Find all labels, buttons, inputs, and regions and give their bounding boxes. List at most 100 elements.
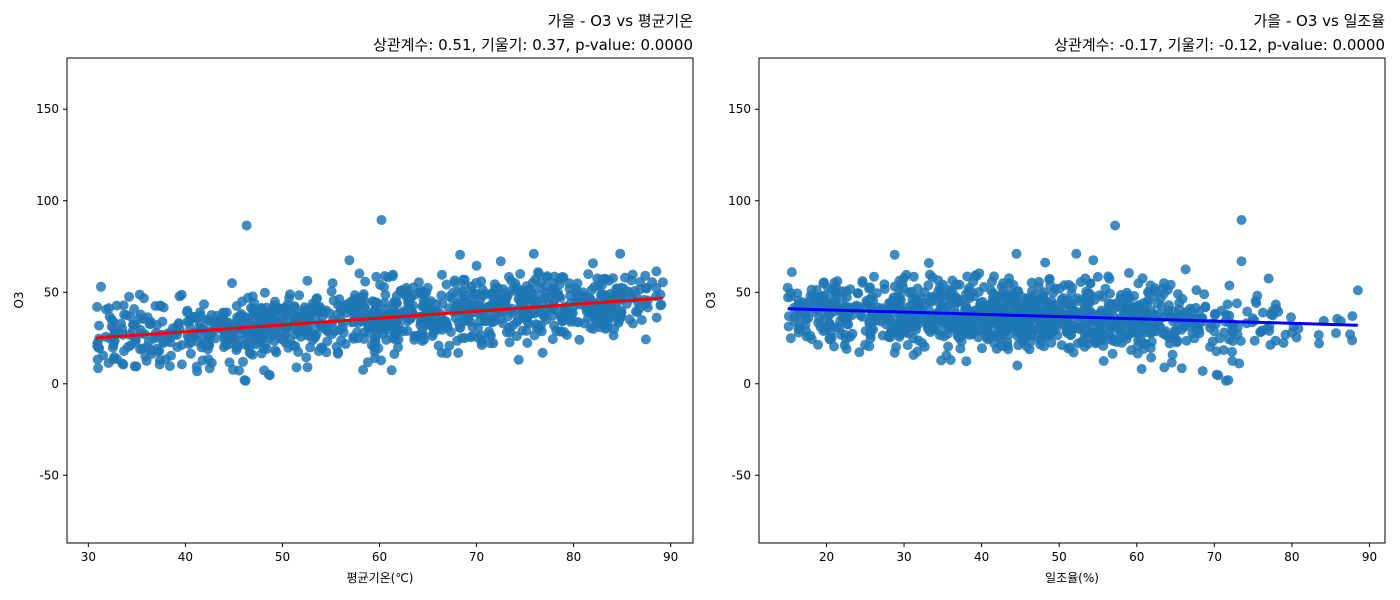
scatter-point — [894, 331, 905, 342]
scatter-point — [1262, 323, 1272, 334]
scatter-point — [865, 282, 875, 293]
scatter-point — [1352, 285, 1363, 296]
scatter-point — [782, 282, 793, 293]
scatter-point — [103, 303, 114, 314]
scatter-point — [1103, 271, 1114, 282]
scatter-point — [135, 313, 146, 324]
scatter-point — [302, 275, 313, 286]
scatter-point — [1039, 287, 1050, 298]
scatter-point — [176, 340, 187, 350]
scatter-point — [961, 356, 972, 367]
left-chart-title-line2: 상관계수: 0.51, 기울기: 0.37, p-value: 0.0000 — [373, 36, 693, 54]
scatter-point — [945, 355, 956, 365]
scatter-point — [936, 297, 947, 308]
scatter-point — [233, 341, 244, 352]
scatter-point — [854, 347, 865, 358]
left-y-axis-ticks: -50 0 50 100 150 — [36, 102, 67, 482]
left-y-axis-label: O3 — [12, 291, 26, 308]
scatter-point — [118, 359, 129, 370]
scatter-point — [588, 323, 599, 334]
scatter-point — [192, 366, 203, 377]
scatter-point — [401, 282, 412, 293]
scatter-point — [1181, 335, 1192, 346]
scatter-point — [533, 267, 544, 278]
scatter-point — [1068, 347, 1079, 358]
scatter-point — [886, 301, 897, 312]
scatter-point — [631, 306, 641, 317]
scatter-point — [199, 299, 209, 310]
scatter-point — [902, 340, 913, 351]
scatter-point — [450, 278, 461, 289]
scatter-point — [589, 313, 600, 324]
scatter-point — [453, 348, 464, 358]
scatter-point — [240, 375, 251, 386]
scatter-point — [92, 340, 103, 351]
scatter-point — [131, 361, 142, 372]
scatter-point — [954, 323, 965, 333]
scatter-point — [294, 290, 305, 301]
scatter-point — [783, 311, 794, 322]
scatter-point — [1004, 273, 1014, 284]
scatter-point — [302, 362, 313, 373]
scatter-point — [402, 326, 413, 336]
scatter-point — [1071, 248, 1082, 259]
scatter-point — [238, 356, 248, 367]
scatter-point — [565, 316, 576, 327]
scatter-point — [1110, 220, 1121, 231]
scatter-point — [994, 328, 1005, 339]
scatter-point — [616, 311, 626, 322]
scatter-point — [1291, 332, 1302, 343]
scatter-point — [369, 341, 380, 352]
scatter-point — [1018, 333, 1029, 343]
scatter-point — [515, 269, 526, 279]
scatter-point — [537, 347, 548, 358]
scatter-point — [453, 300, 464, 310]
scatter-point — [1280, 329, 1291, 340]
scatter-point — [907, 294, 918, 305]
x-tick-label: 60 — [1129, 550, 1144, 564]
scatter-point — [336, 302, 347, 313]
y-tick-label: 100 — [728, 194, 751, 208]
scatter-point — [1221, 309, 1232, 320]
scatter-point — [406, 292, 417, 303]
scatter-point — [104, 311, 115, 322]
scatter-point — [528, 248, 539, 259]
scatter-point — [641, 283, 652, 294]
scatter-point — [830, 281, 841, 292]
scatter-point — [141, 355, 152, 366]
scatter-point — [1213, 370, 1224, 381]
scatter-point — [243, 292, 253, 303]
scatter-point — [986, 276, 997, 287]
scatter-point — [885, 332, 896, 343]
scatter-point — [393, 342, 403, 353]
scatter-point — [943, 341, 954, 352]
x-tick-label: 70 — [1207, 550, 1222, 564]
scatter-point — [511, 317, 522, 328]
scatter-point — [991, 343, 1002, 354]
scatter-point — [487, 298, 498, 309]
scatter-point — [606, 288, 616, 299]
scatter-point — [793, 327, 804, 338]
scatter-point — [1063, 316, 1074, 327]
scatter-point — [829, 341, 839, 352]
scatter-point — [845, 331, 856, 342]
scatter-point — [526, 288, 537, 299]
scatter-point — [322, 336, 333, 347]
x-tick-label: 80 — [1284, 550, 1299, 564]
scatter-point — [1080, 273, 1091, 284]
scatter-point — [923, 258, 934, 268]
scatter-point — [227, 278, 237, 289]
left-chart-title-line1: 가을 - O3 vs 평균기온 — [548, 12, 693, 30]
scatter-point — [962, 303, 972, 314]
scatter-point — [557, 316, 568, 327]
scatter-point — [436, 290, 447, 301]
scatter-point — [657, 277, 668, 288]
scatter-point — [927, 272, 938, 283]
scatter-point — [264, 370, 275, 381]
scatter-point — [362, 357, 373, 368]
scatter-point — [618, 283, 629, 294]
scatter-point — [962, 319, 973, 330]
scatter-point — [1347, 311, 1358, 322]
scatter-point — [379, 298, 390, 308]
scatter-point — [1189, 333, 1200, 344]
